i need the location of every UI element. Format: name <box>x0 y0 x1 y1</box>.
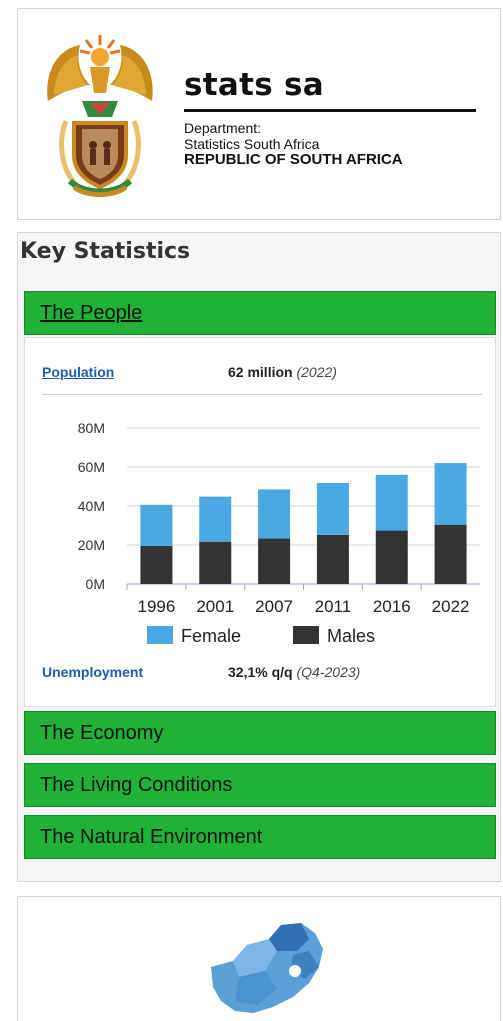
x-tick-label: 1996 <box>138 597 176 616</box>
brand-name[interactable]: stats sa <box>184 67 325 103</box>
bar-female <box>434 463 467 525</box>
south-africa-map-image[interactable] <box>173 905 349 1021</box>
bar-female <box>375 474 408 531</box>
bar-female <box>258 489 291 539</box>
section-tab-label: The Living Conditions <box>40 774 233 796</box>
y-tick-label: 40M <box>78 498 105 514</box>
bar-female <box>140 504 173 546</box>
section-tab-the-economy[interactable]: The Economy <box>24 711 496 755</box>
x-tick-label: 2011 <box>315 597 352 616</box>
chart-labels: 0M 20M 40M 60M 80M 1996 2001 2007 2011 2016 2022 <box>78 420 470 616</box>
x-tick-label: 2007 <box>255 597 293 616</box>
chart-grid <box>126 427 480 590</box>
legend-label: Female <box>181 626 241 646</box>
chart-legend[interactable]: Female Males <box>147 626 375 646</box>
bar-males <box>258 538 291 584</box>
divider <box>42 394 482 395</box>
chart-bars <box>140 463 467 584</box>
the-people-panel: Population 62 million (2022) 0M 20M 40M 60M… <box>24 337 496 707</box>
section-tab-label: The Economy <box>40 722 164 744</box>
section-tab-the-people[interactable]: The People <box>24 291 496 335</box>
bar-males <box>434 524 467 584</box>
population-period: (2022) <box>296 364 337 380</box>
department-label: Department: <box>184 120 262 136</box>
map-card <box>17 896 501 1021</box>
unemployment-link[interactable]: Unemployment <box>42 664 144 680</box>
x-tick-label: 2001 <box>196 597 234 616</box>
y-tick-label: 20M <box>78 537 105 553</box>
population-value: 62 million (2022) <box>228 364 337 380</box>
key-statistics-card: Key Statistics The People Population 62 … <box>17 232 501 882</box>
key-statistics-title: Key Statistics <box>20 239 191 264</box>
section-tab-the-natural-environment[interactable]: The Natural Environment <box>24 815 496 859</box>
section-tab-label: The People <box>40 302 143 324</box>
section-tab-the-living-conditions[interactable]: The Living Conditions <box>24 763 496 807</box>
coat-of-arms-logo[interactable] <box>40 31 160 199</box>
population-link[interactable]: Population <box>42 364 115 380</box>
population-number: 62 million <box>228 364 293 380</box>
y-tick-label: 0M <box>86 576 105 592</box>
brand-block: stats sa Department: Statistics South Af… <box>184 67 476 168</box>
header-card: stats sa Department: Statistics South Af… <box>17 8 501 220</box>
unemployment-period: (Q4-2023) <box>296 664 361 680</box>
legend-swatch <box>147 626 173 644</box>
brand-divider <box>184 109 476 112</box>
x-tick-label: 2016 <box>373 597 411 616</box>
y-tick-label: 80M <box>78 420 105 436</box>
country-name: REPUBLIC OF SOUTH AFRICA <box>184 151 403 168</box>
bar-males <box>199 541 232 584</box>
legend-label: Males <box>327 626 375 646</box>
department-name: Statistics South Africa <box>184 136 320 152</box>
unemployment-value: 32,1% q/q (Q4-2023) <box>228 664 360 680</box>
bar-males <box>140 545 173 584</box>
bar-female <box>316 482 349 535</box>
bar-males <box>316 534 349 584</box>
section-tab-label: The Natural Environment <box>40 826 263 848</box>
x-tick-label: 2022 <box>432 597 470 616</box>
legend-swatch <box>293 626 319 644</box>
unemployment-number: 32,1% q/q <box>228 664 293 680</box>
population-chart: 0M 20M 40M 60M 80M 1996 2001 2007 2011 2016 2022 F… <box>78 420 480 646</box>
y-tick-label: 60M <box>78 459 105 475</box>
bar-males <box>375 530 408 584</box>
bar-female <box>199 496 232 542</box>
